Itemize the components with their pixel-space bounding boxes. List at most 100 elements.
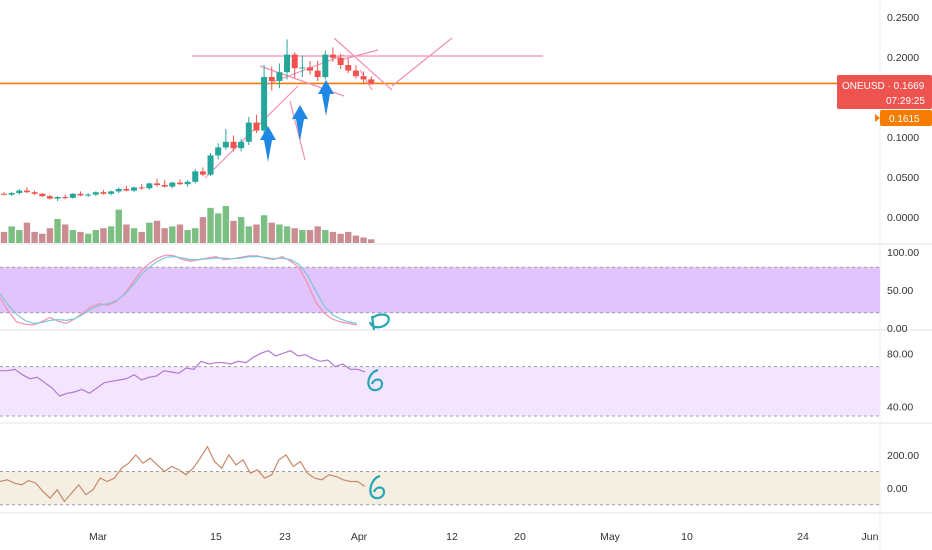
- rsi-pane[interactable]: [0, 350, 880, 417]
- trend-line: [289, 100, 306, 161]
- candle-body: [8, 193, 15, 195]
- time-tick-label: Jun: [862, 531, 879, 543]
- candle-body: [31, 192, 38, 194]
- volume-bar: [199, 217, 207, 243]
- indicator-band: [0, 267, 880, 313]
- volume-bar: [207, 207, 214, 243]
- time-tick-label: May: [600, 531, 621, 543]
- candle-body: [307, 67, 313, 71]
- price-tick-label: 0.2000: [887, 52, 919, 64]
- handwritten-annotations: [367, 313, 390, 500]
- volume-bar: [283, 226, 291, 243]
- candle-body: [352, 70, 359, 77]
- volume-bar: [23, 222, 31, 243]
- symbol-price-label: ONEUSD · 0.1669: [842, 81, 925, 92]
- candle-body: [253, 122, 260, 131]
- candle-body: [284, 54, 291, 73]
- stoch-tick-label: 50.00: [887, 285, 913, 297]
- price-tick-label: 0.2500: [887, 12, 919, 24]
- volume-bar: [230, 220, 237, 243]
- volume-bar: [268, 222, 275, 243]
- candle-body: [69, 193, 76, 198]
- candle-body: [299, 67, 306, 69]
- candle-body: [329, 54, 336, 58]
- trend-line: [359, 69, 373, 91]
- candle-body: [360, 76, 367, 80]
- volume-bar: [107, 226, 115, 243]
- candle-body: [1, 193, 7, 195]
- rsi-tick-label: 80.00: [887, 348, 913, 360]
- candle-body: [108, 191, 115, 194]
- indicator-band: [0, 366, 880, 416]
- candle-body: [92, 192, 99, 195]
- volume-bar: [314, 226, 321, 243]
- volume-bar: [237, 217, 245, 243]
- indicator-axes: 100.00 50.00 0.00 80.00 40.00 200.00 0.00: [887, 247, 919, 495]
- time-tick-label: 24: [797, 531, 809, 543]
- price-tick-label: 0.0500: [887, 172, 919, 184]
- candle-body: [123, 189, 130, 191]
- time-tick-label: 12: [446, 531, 458, 543]
- volume-bar: [123, 224, 130, 243]
- trend-line: [339, 49, 379, 61]
- volume-bar: [31, 231, 38, 243]
- volume-bar: [115, 209, 122, 243]
- time-axis[interactable]: Mar 15 23 Apr 12 20 May 10 24 Jun: [89, 531, 879, 543]
- candle-body: [222, 141, 229, 148]
- volume-bar: [161, 228, 168, 243]
- price-pane[interactable]: [0, 37, 880, 243]
- volume-bar: [345, 231, 352, 243]
- arrow-markers: [260, 80, 334, 162]
- volume-bar: [368, 239, 375, 243]
- candle-body: [207, 155, 214, 175]
- price-tick-label: 0.1000: [887, 132, 919, 144]
- candle-countdown: 07:29:25: [886, 96, 925, 107]
- volume-bar: [176, 224, 184, 243]
- stochastic-pane[interactable]: [0, 254, 880, 326]
- volume-bar: [153, 220, 161, 243]
- volume-bar: [77, 231, 84, 243]
- candle-body: [276, 72, 283, 81]
- candle-body: [154, 183, 160, 185]
- time-tick-label: 10: [681, 531, 693, 543]
- candle-body: [131, 187, 138, 191]
- cci-tick-label: 0.00: [887, 483, 908, 495]
- volume-bar: [260, 215, 268, 243]
- candle-body: [54, 197, 61, 199]
- volume-bar: [92, 230, 99, 243]
- candle-body: [245, 122, 252, 142]
- cci-pane[interactable]: [0, 445, 880, 506]
- time-tick-label: Mar: [89, 531, 108, 543]
- candle-body: [261, 77, 268, 131]
- secondary-price-label: 0.1615: [889, 114, 920, 125]
- rsi-tick-label: 40.00: [887, 402, 913, 414]
- volume-bar: [0, 231, 8, 243]
- volume-bar: [222, 206, 230, 243]
- candle-body: [85, 194, 92, 196]
- volume-bar: [276, 224, 283, 243]
- candle-body: [16, 190, 23, 193]
- volume-bars: [0, 206, 375, 243]
- candlesticks: [1, 39, 375, 201]
- candle-body: [345, 65, 352, 71]
- candle-body: [192, 171, 199, 182]
- volume-bar: [299, 230, 306, 243]
- candle-body: [62, 197, 69, 198]
- volume-bar: [352, 235, 360, 243]
- cci-tick-label: 200.00: [887, 450, 919, 462]
- volume-bar: [8, 226, 15, 243]
- volume-bar: [184, 230, 191, 243]
- annotation-six: [369, 474, 386, 500]
- time-tick-label: 23: [279, 531, 291, 543]
- volume-bar: [84, 233, 92, 243]
- trend-line: [391, 37, 453, 87]
- volume-bar: [130, 228, 138, 243]
- rsi-line: [0, 350, 366, 397]
- indicator-band: [0, 471, 880, 505]
- candle-body: [100, 192, 107, 194]
- volume-bar: [54, 218, 61, 243]
- candle-body: [368, 79, 375, 84]
- volume-bar: [39, 233, 46, 243]
